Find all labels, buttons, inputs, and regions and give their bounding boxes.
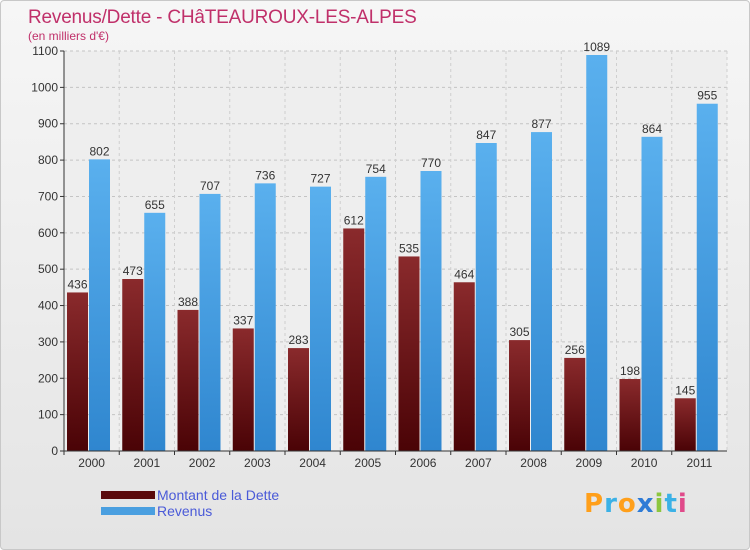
y-tick-label: 500 [38, 262, 58, 276]
data-label-revenus: 1089 [583, 40, 610, 54]
logo-letter: x [636, 489, 655, 519]
y-tick-label: 100 [38, 408, 58, 422]
bar-revenus [89, 159, 110, 451]
bar-revenus [365, 176, 387, 451]
data-label-revenus: 754 [366, 162, 386, 176]
data-label-dette: 612 [344, 213, 364, 227]
data-label-revenus: 955 [697, 89, 717, 103]
logo-letter: i [677, 489, 688, 519]
x-tick-label: 2005 [355, 456, 382, 470]
data-label-dette: 305 [509, 325, 529, 339]
y-tick-label: 0 [51, 444, 58, 458]
x-tick-label: 2007 [465, 456, 492, 470]
bar-revenus [531, 132, 552, 451]
y-tick-label: 700 [38, 189, 58, 203]
bar-dette [619, 379, 641, 451]
grid-layer [63, 50, 728, 452]
bar-revenus [696, 103, 718, 452]
bar-revenus [310, 186, 331, 452]
bar-dette [122, 279, 144, 451]
legend: Montant de la Dette Revenus [101, 487, 279, 519]
data-label-revenus: 707 [200, 179, 220, 193]
bar-dette [232, 328, 254, 451]
data-label-dette: 145 [675, 383, 695, 397]
bar-revenus [641, 136, 663, 451]
data-label-dette: 337 [233, 313, 253, 327]
bar-revenus [199, 193, 221, 451]
bar-dette [564, 357, 586, 451]
bar-dette [453, 282, 475, 451]
logo-letter: o [617, 489, 637, 519]
x-tick-label: 2006 [410, 456, 437, 470]
data-label-dette: 473 [123, 264, 143, 278]
bar-dette [509, 340, 530, 451]
data-label-revenus: 864 [642, 122, 662, 136]
x-tick-label: 2002 [189, 456, 216, 470]
logo-letter: i [654, 489, 665, 519]
legend-swatch-debt [101, 491, 155, 499]
data-label-revenus: 727 [310, 172, 330, 186]
x-tick-label: 2008 [520, 456, 547, 470]
bar-revenus [144, 212, 166, 451]
proxiti-logo: Proxiti [584, 489, 688, 519]
bar-dette [67, 292, 88, 451]
data-label-revenus: 770 [421, 156, 441, 170]
bar-dette [398, 256, 420, 451]
y-tick-label: 600 [38, 226, 58, 240]
data-label-dette: 464 [454, 267, 474, 281]
labels-layer: 436 802 473 655 388 707 337 736 283 727 612 754 535 7… [67, 40, 717, 397]
bar-revenus [586, 55, 608, 451]
data-label-revenus: 877 [531, 117, 551, 131]
chart-subtitle: (en milliers d'€) [28, 29, 109, 43]
data-label-revenus: 802 [89, 144, 109, 158]
y-tick-label: 900 [38, 117, 58, 131]
bar-dette [343, 228, 365, 451]
bar-revenus [475, 143, 497, 451]
legend-label-revenus: Revenus [157, 503, 213, 519]
data-label-revenus: 736 [255, 168, 275, 182]
y-tick-label: 300 [38, 335, 58, 349]
bar-revenus [420, 171, 442, 451]
data-label-dette: 256 [565, 343, 585, 357]
data-label-dette: 198 [620, 364, 640, 378]
y-tick-label: 1000 [31, 80, 58, 94]
x-tick-label: 2004 [299, 456, 326, 470]
x-tick-label: 2009 [576, 456, 603, 470]
y-tick-label: 800 [38, 153, 58, 167]
legend-swatch-revenus [101, 507, 155, 515]
logo-letter: P [584, 489, 605, 519]
data-label-revenus: 847 [476, 128, 496, 142]
legend-item-revenus: Revenus [101, 503, 279, 519]
x-tick-label: 2001 [134, 456, 161, 470]
y-tick-label: 1100 [32, 44, 58, 58]
x-tick-label: 2010 [631, 456, 658, 470]
legend-item-debt: Montant de la Dette [101, 487, 279, 503]
chart-title: Revenus/Dette - CHâTEAUROUX-LES-ALPES [28, 7, 417, 28]
data-label-dette: 436 [67, 277, 87, 291]
data-label-dette: 388 [178, 295, 198, 309]
x-tick-label: 2000 [78, 456, 105, 470]
bar-dette [177, 309, 199, 451]
bars-layer [67, 55, 718, 452]
legend-label-debt: Montant de la Dette [157, 487, 280, 503]
y-tick-label: 400 [38, 299, 58, 313]
data-label-dette: 535 [399, 241, 419, 255]
bar-dette [288, 348, 309, 451]
axis-layer: 0 100 200 300 400 500 600 700 800 900 1000 1100 2000… [31, 44, 727, 470]
y-tick-label: 200 [38, 371, 58, 385]
data-label-revenus: 655 [145, 198, 165, 212]
logo-letter: t [664, 489, 678, 519]
bar-revenus [254, 183, 276, 451]
x-tick-label: 2011 [686, 456, 712, 470]
x-tick-label: 2003 [244, 456, 271, 470]
logo-letter: r [604, 489, 618, 519]
data-label-dette: 283 [288, 333, 308, 347]
bar-dette [674, 398, 696, 451]
